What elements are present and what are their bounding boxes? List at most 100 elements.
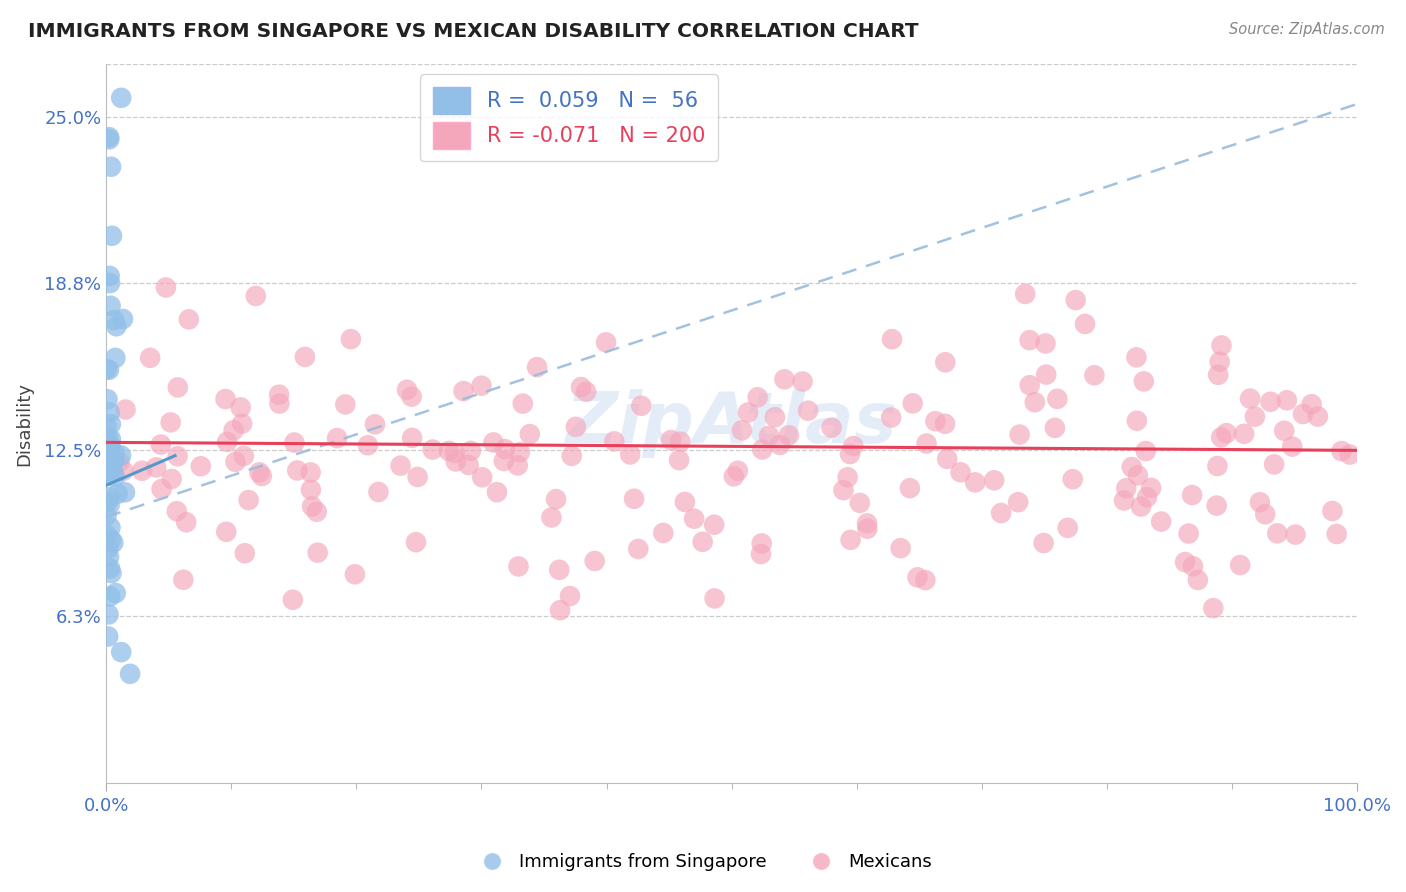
- Point: [1215, 426, 1237, 441]
- Point: [172, 573, 194, 587]
- Point: [1265, 526, 1288, 541]
- Point: [406, 470, 429, 484]
- Point: [901, 396, 924, 410]
- Point: [97, 541, 120, 556]
- Point: [1112, 493, 1135, 508]
- Point: [104, 586, 127, 600]
- Point: [703, 517, 725, 532]
- Point: [731, 423, 754, 437]
- Point: [100, 566, 122, 580]
- Point: [1083, 368, 1105, 383]
- Point: [1007, 495, 1029, 509]
- Point: [583, 554, 606, 568]
- Point: [1140, 481, 1163, 495]
- Point: [1254, 507, 1277, 521]
- Point: [1330, 444, 1353, 458]
- Point: [238, 493, 260, 508]
- Legend: Immigrants from Singapore, Mexicans: Immigrants from Singapore, Mexicans: [467, 847, 939, 879]
- Point: [659, 433, 682, 447]
- Point: [105, 319, 128, 334]
- Point: [98, 549, 121, 564]
- Point: [1136, 490, 1159, 504]
- Point: [96, 419, 118, 434]
- Point: [1187, 573, 1209, 587]
- Point: [145, 460, 167, 475]
- Point: [96, 508, 118, 523]
- Point: [103, 313, 125, 327]
- Point: [773, 372, 796, 386]
- Point: [98, 132, 121, 146]
- Point: [880, 332, 903, 346]
- Point: [160, 472, 183, 486]
- Point: [294, 350, 316, 364]
- Point: [506, 458, 529, 473]
- Point: [1292, 407, 1315, 421]
- Point: [340, 332, 363, 346]
- Point: [494, 442, 516, 457]
- Point: [673, 495, 696, 509]
- Point: [269, 387, 291, 401]
- Point: [1135, 444, 1157, 458]
- Point: [619, 447, 641, 461]
- Text: ZipAtlas: ZipAtlas: [565, 389, 897, 458]
- Point: [737, 405, 759, 419]
- Point: [519, 427, 541, 442]
- Point: [97, 452, 120, 467]
- Point: [1182, 559, 1205, 574]
- Point: [98, 276, 121, 290]
- Point: [224, 455, 246, 469]
- Point: [97, 431, 120, 445]
- Point: [155, 280, 177, 294]
- Point: [1046, 392, 1069, 406]
- Point: [335, 397, 357, 411]
- Point: [107, 487, 129, 501]
- Point: [443, 446, 465, 460]
- Point: [437, 444, 460, 458]
- Point: [98, 490, 121, 504]
- Point: [97, 607, 120, 622]
- Point: [492, 454, 515, 468]
- Point: [1322, 504, 1344, 518]
- Point: [103, 453, 125, 467]
- Point: [233, 546, 256, 560]
- Legend: R =  0.059   N =  56, R = -0.071   N = 200: R = 0.059 N = 56, R = -0.071 N = 200: [420, 74, 718, 161]
- Point: [1115, 481, 1137, 495]
- Point: [389, 458, 412, 473]
- Point: [281, 592, 304, 607]
- Point: [1202, 601, 1225, 615]
- Point: [96, 468, 118, 483]
- Point: [250, 469, 273, 483]
- Point: [98, 441, 121, 455]
- Point: [1249, 495, 1271, 509]
- Point: [471, 470, 494, 484]
- Point: [460, 443, 482, 458]
- Point: [101, 465, 124, 479]
- Point: [231, 417, 253, 431]
- Point: [97, 630, 120, 644]
- Point: [540, 510, 562, 524]
- Point: [842, 439, 865, 453]
- Point: [1260, 394, 1282, 409]
- Point: [727, 464, 749, 478]
- Point: [558, 589, 581, 603]
- Point: [1125, 351, 1147, 365]
- Point: [630, 399, 652, 413]
- Point: [548, 603, 571, 617]
- Point: [820, 420, 842, 434]
- Point: [544, 492, 567, 507]
- Point: [792, 375, 814, 389]
- Point: [832, 483, 855, 498]
- Point: [301, 500, 323, 514]
- Point: [100, 520, 122, 534]
- Point: [1126, 414, 1149, 428]
- Point: [98, 439, 121, 453]
- Point: [1074, 317, 1097, 331]
- Point: [299, 466, 322, 480]
- Point: [110, 91, 132, 105]
- Point: [166, 504, 188, 518]
- Point: [1181, 488, 1204, 502]
- Point: [751, 536, 773, 550]
- Point: [652, 525, 675, 540]
- Point: [444, 454, 467, 468]
- Point: [245, 289, 267, 303]
